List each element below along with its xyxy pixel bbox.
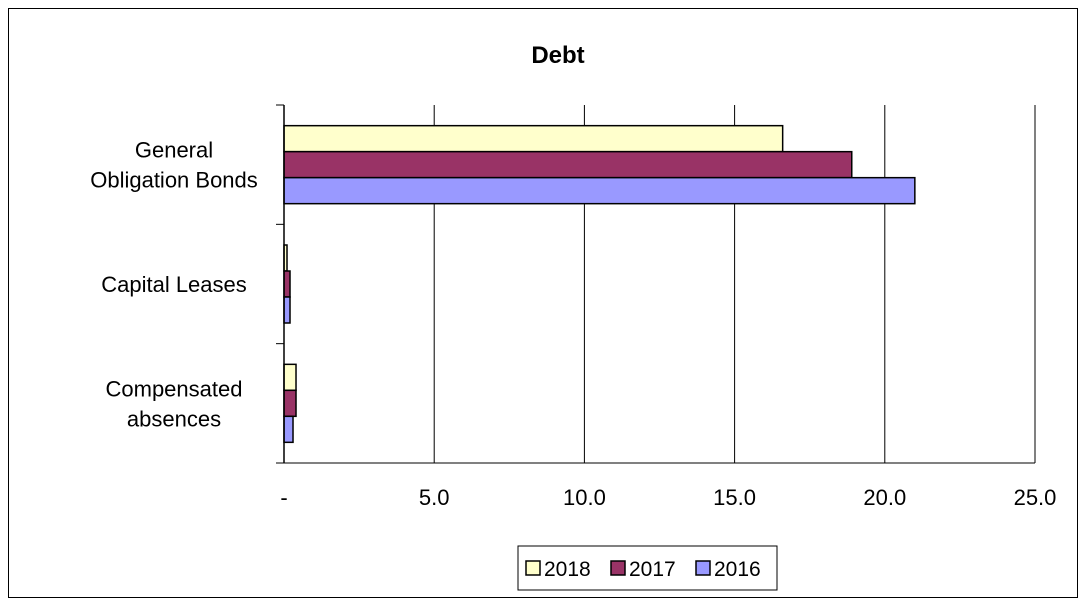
bar-2017 [283, 389, 297, 418]
category-label-line: Obligation Bonds [90, 168, 258, 193]
bar-2016 [283, 176, 916, 205]
x-tick-label: 10.0 [563, 485, 606, 510]
bar-2016 [283, 415, 294, 444]
chart-title: Debt [531, 42, 584, 69]
legend: 2018 2017 2016 [517, 545, 778, 591]
legend-label-2017: 2017 [629, 558, 676, 581]
bar-2017 [283, 270, 291, 298]
category-label-line: absences [127, 406, 221, 431]
legend-swatch-2017 [610, 560, 626, 576]
category-label-line: General [135, 138, 213, 163]
category-label: Capital Leases [101, 272, 247, 297]
category-label: Compensated absences [106, 376, 243, 431]
category-label-line: Compensated [106, 376, 243, 401]
x-tick-label: 20.0 [863, 485, 906, 510]
x-tick-label: 25.0 [1014, 485, 1057, 510]
chart-frame [8, 8, 1078, 598]
x-tick-label: 5.0 [419, 485, 450, 510]
legend-label-2016: 2016 [714, 558, 761, 581]
bar-2018 [283, 124, 784, 153]
bar-2016 [283, 296, 291, 324]
legend-box [517, 545, 778, 591]
category-label: General Obligation Bonds [90, 138, 258, 193]
x-tick-label: 15.0 [713, 485, 756, 510]
x-tick-label: - [280, 485, 287, 510]
category-label-line: Capital Leases [101, 272, 247, 297]
legend-label-2018: 2018 [544, 558, 591, 581]
legend-swatch-2018 [525, 560, 541, 576]
legend-swatch-2016 [695, 560, 711, 576]
plot-area: General Obligation Bonds Capital Leases Com… [90, 104, 1057, 510]
bar-2018 [283, 363, 297, 392]
bar-2017 [283, 150, 853, 179]
